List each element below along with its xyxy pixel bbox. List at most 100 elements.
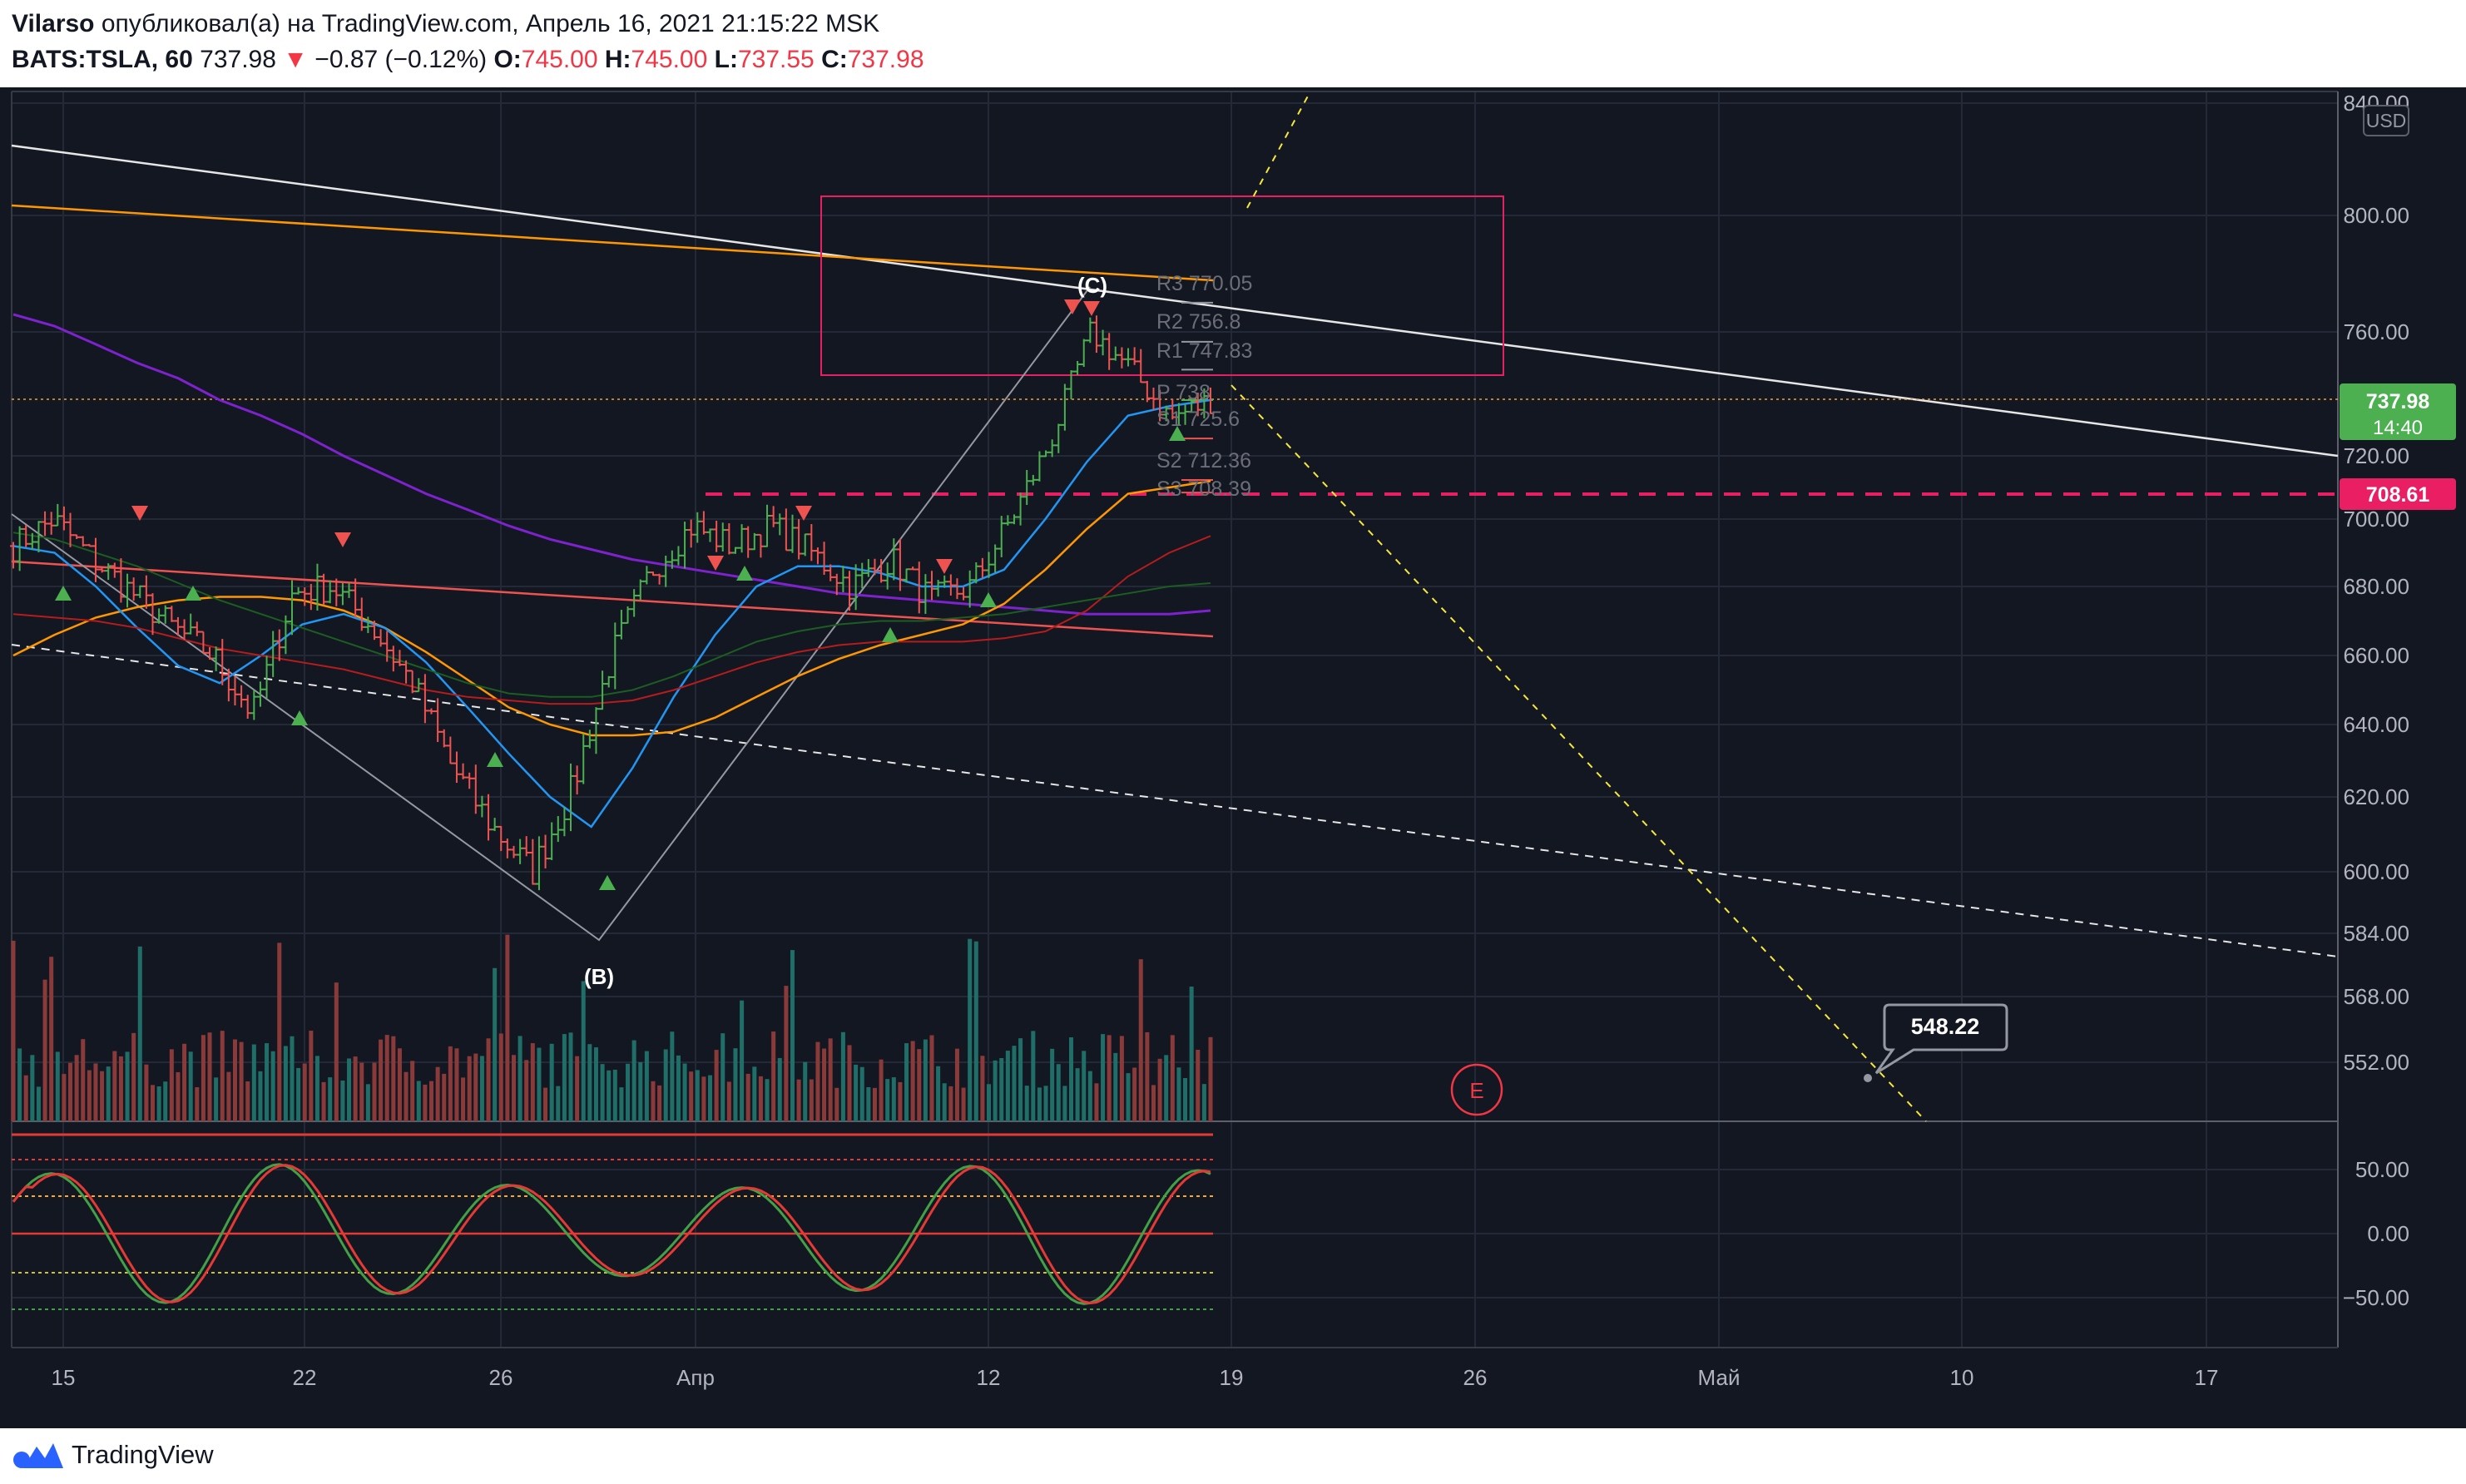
volume-bar (1043, 1086, 1048, 1121)
volume-bar (626, 1063, 631, 1121)
time-tick-label: 10 (1950, 1365, 1974, 1390)
volume-bar (55, 1051, 60, 1121)
volume-bar (1189, 986, 1194, 1121)
volume-bar (1037, 1087, 1042, 1121)
volume-bar (1157, 1058, 1162, 1121)
volume-bar (879, 1059, 884, 1121)
volume-bar (410, 1061, 415, 1121)
volume-bar (195, 1086, 200, 1121)
volume-bar (1132, 1067, 1137, 1121)
trend-drawings (11, 91, 2339, 1122)
target-price-label: 548.22 (1911, 1014, 1980, 1039)
volume-bar (251, 1044, 256, 1121)
last-price-badge (2340, 383, 2456, 440)
volume-bar (689, 1071, 694, 1121)
chart-canvas[interactable]: (B) (C) E 548.22 R3 770.05 R2 756.8 R1 747.83 P… (0, 87, 2466, 1428)
volume-bar (1101, 1034, 1106, 1121)
tradingview-logo-icon[interactable] (12, 1438, 65, 1472)
volume-bar (556, 1086, 561, 1121)
pivot-label-2: R1 747.83 (1156, 339, 1252, 363)
buy-signal-marker (1169, 426, 1186, 441)
author-name[interactable]: Vilarso (12, 10, 95, 37)
volume-bar (1082, 1051, 1087, 1121)
volume-bar (479, 1056, 484, 1121)
volume-bar (644, 1051, 649, 1121)
volume-bar (100, 1071, 105, 1121)
volume-bar (524, 1060, 529, 1121)
volume-bar (334, 982, 339, 1121)
volume-bar (612, 1069, 617, 1121)
wave-path-lines (11, 286, 1091, 942)
volume-bar (651, 1081, 656, 1121)
volume-bar (923, 1039, 928, 1121)
volume-bar (530, 1043, 535, 1121)
volume-bar (448, 1046, 453, 1121)
sell-signal-marker (131, 506, 148, 521)
price-tick-label: 552.00 (2343, 1050, 2409, 1075)
close-value: 737.98 (847, 46, 924, 73)
published-text: опубликовал(а) на TradingView.com, Апрел… (101, 10, 880, 37)
volume-bar (866, 1086, 871, 1121)
volume-bar (828, 1038, 833, 1121)
volume-bar (1145, 1031, 1150, 1121)
price-tick-label: 720.00 (2343, 443, 2409, 468)
volume-bar (663, 1049, 668, 1121)
dashed-support-line (11, 644, 2339, 957)
volume-bar (473, 1053, 478, 1121)
volume-bar (1113, 1052, 1118, 1121)
volume-bar (1012, 1046, 1017, 1121)
candles (10, 315, 1214, 891)
time-tick-label: 15 (52, 1365, 76, 1390)
volume-bar (796, 1079, 801, 1121)
volume-bar (17, 1048, 22, 1121)
volume-bar (131, 1032, 136, 1121)
low-value: 737.55 (737, 46, 815, 73)
brand-name[interactable]: TradingView (72, 1440, 214, 1469)
volume-bar (822, 1048, 827, 1121)
volume-bar (701, 1076, 706, 1121)
volume-bar (201, 1035, 206, 1121)
ma-purple-line (12, 313, 1211, 616)
volume-bar (777, 1057, 782, 1121)
volume-bar (1170, 1035, 1175, 1121)
close-label: C: (821, 46, 848, 73)
target-zone-box (820, 195, 1504, 376)
moving-averages (12, 313, 1211, 829)
volume-bar (891, 1077, 896, 1121)
sell-signal-marker (936, 559, 953, 574)
pivot-label-3: P 738 (1156, 381, 1211, 404)
wave-e-circle (1450, 1063, 1503, 1116)
volume-bar (309, 1031, 314, 1121)
volume-bar (758, 1076, 763, 1121)
volume-bar (809, 1079, 814, 1121)
volume-bar (587, 1044, 592, 1121)
volume-bar (745, 1073, 750, 1121)
volume-bar (118, 1056, 123, 1121)
volume-bar (391, 1036, 396, 1121)
symbol-label[interactable]: BATS:TSLA, 60 (12, 46, 193, 73)
volume-bar (207, 1032, 212, 1121)
volume-bar (784, 986, 789, 1121)
buy-signal-marker (185, 586, 201, 601)
buy-signal-marker (55, 586, 72, 601)
chart-header: Vilarso опубликовал(а) на TradingView.co… (0, 0, 2466, 87)
chart-area[interactable]: (B) (C) E 548.22 R3 770.05 R2 756.8 R1 747.83 P… (0, 87, 2466, 1428)
volume-bar (151, 1085, 156, 1121)
volume-bar (815, 1041, 820, 1121)
volume-bar (1107, 1035, 1112, 1121)
volume-bar (467, 1056, 472, 1121)
volume-bar (859, 1066, 864, 1121)
volume-bar (404, 1071, 409, 1121)
volume-bar (752, 1066, 757, 1121)
currency-label: USD (2366, 110, 2407, 131)
volume-bar (359, 1062, 364, 1121)
volume-bar (384, 1035, 389, 1121)
volume-bar (987, 1084, 992, 1121)
volume-bar (695, 1070, 700, 1121)
volume-bar (1024, 1086, 1029, 1121)
time-tick-label: 22 (293, 1365, 317, 1390)
volume-bar (549, 1043, 554, 1121)
volume-bar (511, 1055, 516, 1121)
time-tick-label: 26 (489, 1365, 513, 1390)
volume-bar (1075, 1068, 1080, 1121)
